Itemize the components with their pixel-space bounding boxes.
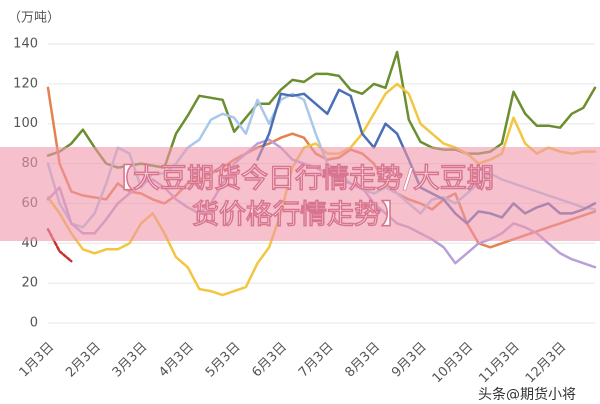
x-tick-label: 4月3日 — [156, 340, 197, 381]
y-tick-label: 100 — [13, 116, 38, 131]
x-tick-label: 8月3日 — [342, 340, 383, 381]
banner — [0, 147, 600, 241]
x-tick-label: 9月3日 — [389, 340, 430, 381]
watermark: 头条@期货小将 — [478, 386, 576, 400]
y-tick-label: 0 — [30, 316, 38, 331]
x-tick-label: 7月3日 — [296, 340, 337, 381]
x-tick-label: 5月3日 — [203, 340, 244, 381]
y-tick-label: 120 — [13, 76, 38, 91]
x-tick-label: 6月3日 — [249, 340, 290, 381]
x-tick-label: 11月3日 — [476, 340, 523, 387]
x-tick-label: 12月3日 — [523, 340, 570, 387]
banner-text: 货价格行情走势】 — [192, 199, 408, 231]
banner-text: 【大豆期货今日行情走势/大豆期 — [106, 163, 494, 195]
y-axis-label: （万吨） — [8, 11, 60, 26]
x-tick-label: 1月3日 — [17, 340, 58, 381]
y-tick-label: 140 — [13, 37, 38, 52]
x-tick-label: 10月3日 — [430, 340, 477, 387]
y-tick-label: 20 — [21, 276, 38, 291]
x-tick-label: 3月3日 — [110, 340, 151, 381]
x-tick-label: 2月3日 — [63, 340, 104, 381]
